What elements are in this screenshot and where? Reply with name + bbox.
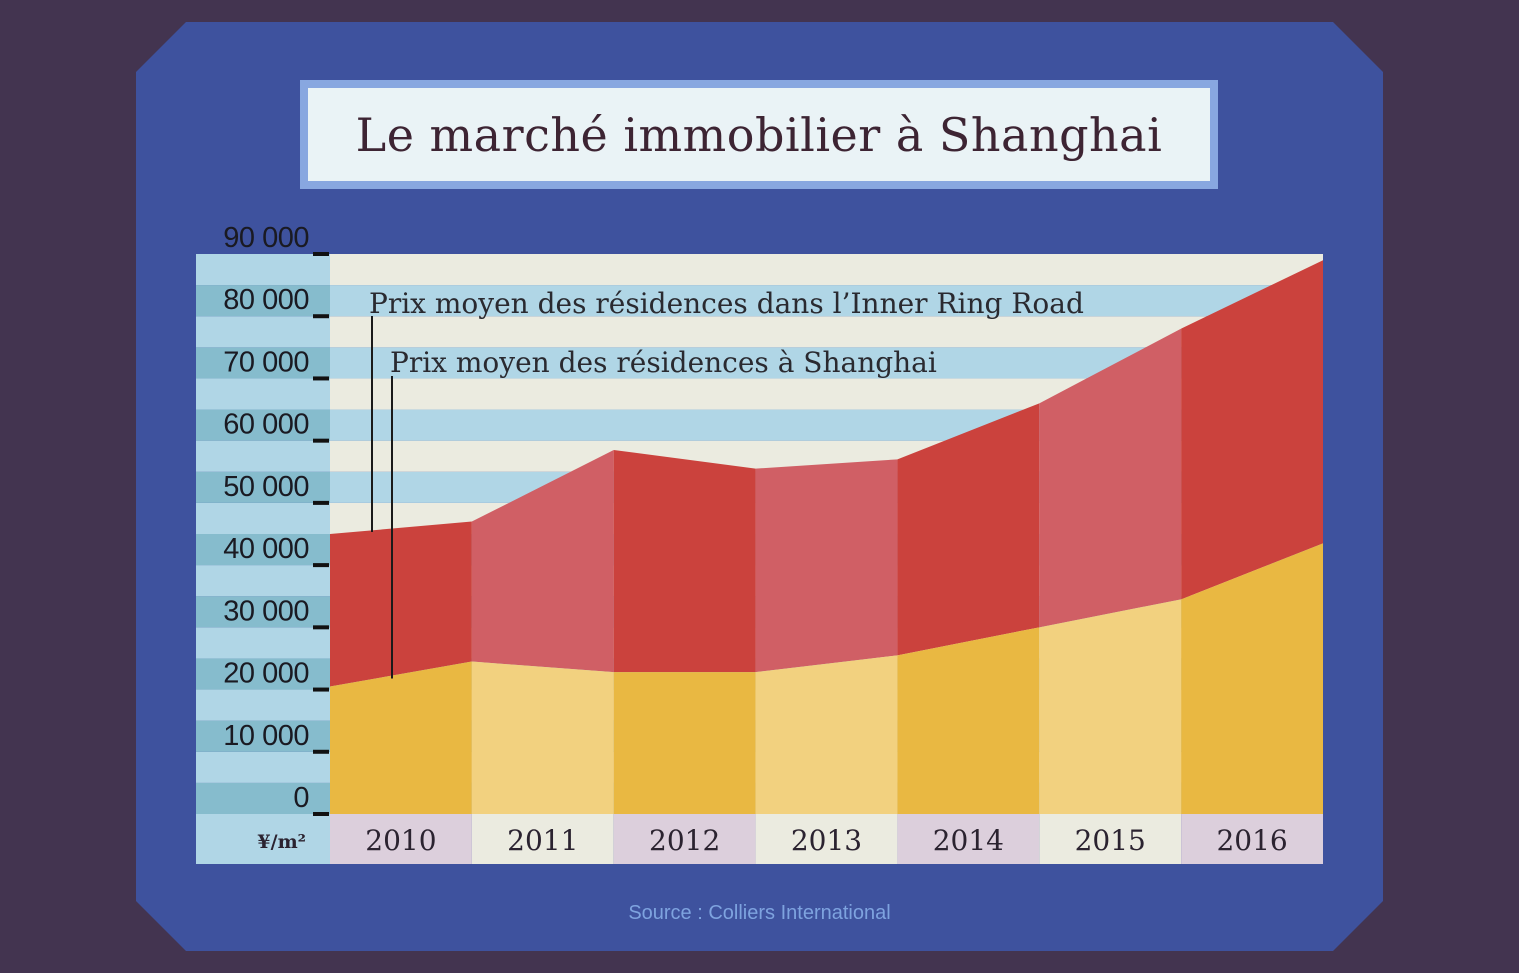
y-tick-label: 60 000 [223, 409, 309, 441]
year-cell [330, 814, 472, 864]
y-tick-mark [313, 376, 329, 381]
x-tick-label: 2012 [649, 824, 720, 857]
axis-stripe [196, 440, 330, 472]
y-tick-label: 50 000 [223, 471, 309, 503]
y-tick-mark [313, 438, 329, 443]
axis-stripe [196, 782, 330, 814]
y-tick-mark [313, 625, 329, 630]
unit-cell [196, 814, 330, 864]
year-cell [471, 814, 614, 864]
inner-ring-area-segment [755, 459, 898, 673]
y-tick-label: 90 000 [223, 222, 309, 254]
source-note: Source : Colliers International [628, 902, 891, 924]
inner-ring-area-segment [897, 403, 1040, 656]
y-tick-mark [313, 687, 329, 692]
x-tick-label: 2015 [1075, 824, 1146, 857]
series-label-inner-ring: Prix moyen des résidences dans l’Inner R… [369, 287, 1084, 320]
y-tick-label: 30 000 [223, 595, 309, 627]
shanghai-area-segment [613, 672, 756, 814]
x-tick-label: 2013 [791, 824, 862, 857]
y-tick-mark [313, 812, 329, 816]
y-tick-label: 40 000 [223, 533, 309, 565]
year-cell [613, 814, 756, 864]
axis-stripe [196, 285, 330, 317]
x-tick-label: 2011 [507, 824, 578, 857]
inner-ring-area-segment [613, 450, 756, 673]
shanghai-area-segment [330, 661, 472, 814]
axis-stripe [196, 627, 330, 659]
y-tick-label: 20 000 [223, 658, 309, 690]
y-tick-mark [313, 749, 329, 754]
grid-stripe [330, 254, 1323, 286]
axis-stripe [196, 720, 330, 752]
shanghai-area-segment [1181, 543, 1323, 814]
y-tick-mark [313, 314, 329, 319]
inner-ring-area-segment [1039, 328, 1182, 628]
axis-stripe [196, 347, 330, 379]
axis-stripe [196, 565, 330, 597]
shanghai-area-segment [897, 627, 1040, 814]
year-cell [755, 814, 898, 864]
axis-stripe [196, 534, 330, 566]
y-tick-label: 70 000 [223, 346, 309, 378]
chart-title: Le marché immobilier à Shanghai [355, 107, 1163, 162]
axis-stripe [196, 751, 330, 783]
axis-stripe [196, 658, 330, 690]
axis-stripe [196, 378, 330, 410]
axis-stripe [196, 471, 330, 503]
x-tick-label: 2010 [365, 824, 436, 857]
inner-ring-area-segment [1181, 260, 1323, 600]
year-cell [1039, 814, 1182, 864]
x-tick-label: 2016 [1216, 824, 1287, 857]
axis-stripe [196, 502, 330, 534]
inner-ring-area-segment [471, 450, 614, 673]
axis-stripe [196, 316, 330, 348]
y-tick-label: 80 000 [223, 284, 309, 316]
y-tick-mark [313, 500, 329, 505]
x-tick-label: 2014 [933, 824, 1004, 857]
unit-label: ¥/m² [257, 831, 306, 853]
axis-stripe [196, 689, 330, 721]
axis-stripe [196, 409, 330, 441]
shanghai-area-segment [471, 661, 614, 814]
year-cell [1181, 814, 1323, 864]
y-tick-mark [313, 252, 329, 256]
shanghai-area-segment [1039, 599, 1182, 814]
grid-stripe [330, 285, 1323, 317]
year-cell [897, 814, 1040, 864]
inner-ring-area-segment [330, 521, 472, 687]
y-tick-label: 10 000 [223, 720, 309, 752]
axis-stripe [196, 254, 330, 286]
y-tick-mark [313, 563, 329, 568]
axis-stripe [196, 596, 330, 628]
y-tick-label: 0 [293, 782, 309, 814]
title-box: Le marché immobilier à Shanghai [300, 80, 1218, 189]
series-label-shanghai: Prix moyen des résidences à Shanghai [390, 346, 937, 379]
shanghai-area-segment [755, 655, 898, 814]
